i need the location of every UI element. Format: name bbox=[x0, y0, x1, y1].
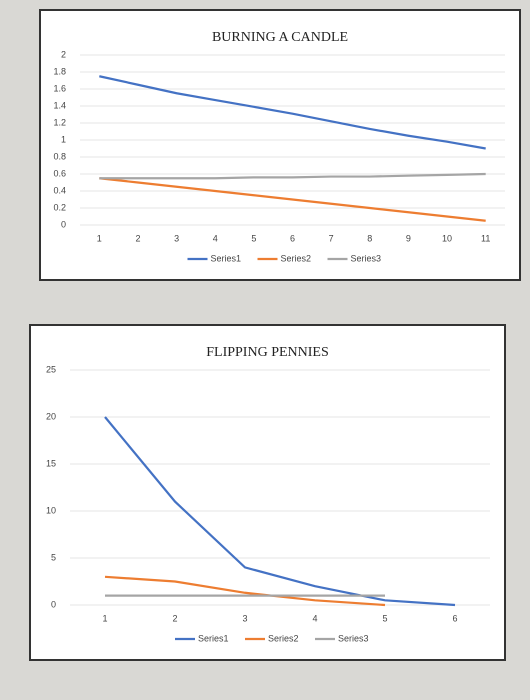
x-tick-label: 5 bbox=[251, 233, 256, 243]
y-tick-label: 10 bbox=[46, 505, 56, 515]
y-tick-label: 15 bbox=[46, 458, 56, 468]
x-tick-label: 2 bbox=[172, 613, 177, 623]
legend-label: Series1 bbox=[211, 253, 242, 263]
x-tick-label: 8 bbox=[367, 233, 372, 243]
y-tick-label: 2 bbox=[61, 49, 66, 59]
x-tick-label: 2 bbox=[135, 233, 140, 243]
x-tick-label: 5 bbox=[382, 613, 387, 623]
x-tick-label: 7 bbox=[329, 233, 334, 243]
legend-label: Series1 bbox=[198, 633, 229, 643]
chart-frame bbox=[29, 324, 506, 661]
y-tick-label: 20 bbox=[46, 411, 56, 421]
x-tick-label: 3 bbox=[242, 613, 247, 623]
series-line bbox=[104, 416, 456, 607]
y-tick-label: 0.2 bbox=[53, 202, 66, 212]
y-tick-label: 1.8 bbox=[53, 66, 66, 76]
series-line bbox=[99, 172, 486, 180]
x-tick-label: 1 bbox=[102, 613, 107, 623]
y-tick-label: 0.8 bbox=[53, 151, 66, 161]
x-tick-label: 4 bbox=[213, 233, 218, 243]
legend-label: Series2 bbox=[268, 633, 299, 643]
y-tick-label: 0 bbox=[61, 219, 66, 229]
x-tick-label: 11 bbox=[481, 233, 490, 243]
y-tick-label: 0.6 bbox=[53, 168, 66, 178]
x-tick-label: 4 bbox=[312, 613, 317, 623]
x-tick-label: 10 bbox=[442, 233, 452, 243]
chart-title: FLIPPING PENNIES bbox=[206, 345, 329, 360]
y-tick-label: 1.6 bbox=[53, 83, 66, 93]
x-tick-label: 6 bbox=[452, 613, 457, 623]
legend-label: Series2 bbox=[281, 253, 312, 263]
legend-label: Series3 bbox=[351, 253, 382, 263]
x-tick-label: 1 bbox=[97, 233, 102, 243]
legend-label: Series3 bbox=[338, 633, 369, 643]
series-line bbox=[99, 177, 486, 222]
y-tick-label: 0 bbox=[51, 599, 56, 609]
y-tick-label: 25 bbox=[46, 364, 56, 374]
x-tick-label: 6 bbox=[290, 233, 295, 243]
y-tick-label: 1.4 bbox=[53, 100, 66, 110]
y-tick-label: 1.2 bbox=[53, 117, 66, 127]
y-tick-label: 5 bbox=[51, 552, 56, 562]
series-line bbox=[104, 575, 386, 607]
series-line bbox=[99, 75, 486, 150]
y-tick-label: 1 bbox=[61, 134, 66, 144]
x-tick-label: 9 bbox=[406, 233, 411, 243]
chart-title: BURNING A CANDLE bbox=[212, 30, 348, 45]
x-tick-label: 3 bbox=[174, 233, 179, 243]
y-tick-label: 0.4 bbox=[53, 185, 66, 195]
